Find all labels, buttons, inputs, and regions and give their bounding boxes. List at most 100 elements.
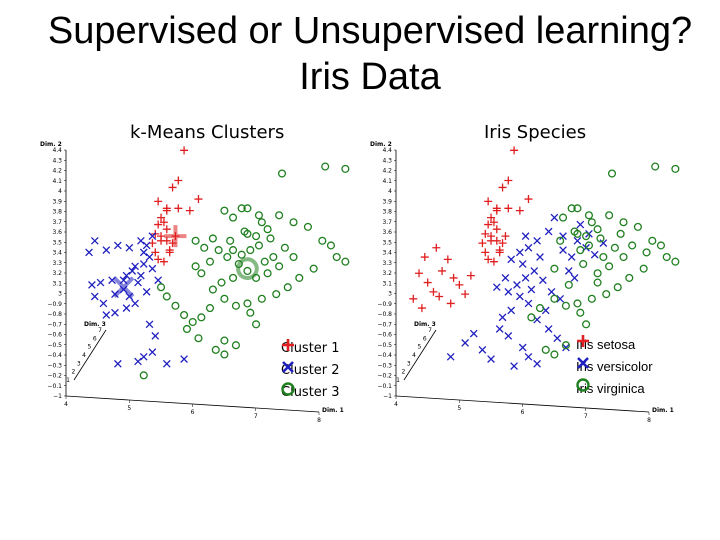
data-point (432, 243, 441, 252)
data-point (159, 218, 168, 227)
data-point (145, 320, 154, 329)
data-point (280, 243, 289, 252)
data-point (148, 264, 157, 273)
data-point (576, 308, 585, 317)
data-point (341, 257, 350, 266)
data-point (561, 301, 570, 310)
centroid-marker (236, 257, 259, 280)
data-point (510, 362, 518, 370)
data-point (628, 241, 637, 250)
kmeans-scatter-plot: 4.4 4.3 4.2 4.1 4 3.9 3.8 3.7 3.6 3.5 3.4 3.3 3.2 3.1… (40, 141, 350, 424)
circle-marker-icon (281, 382, 295, 396)
data-point (504, 332, 513, 340)
dim2-tick-label: −0.9 (377, 301, 392, 308)
dim1-tick-label: 8 (317, 417, 321, 424)
legend-item-cluster-1: Cluster 1 (281, 338, 367, 360)
data-point (530, 267, 539, 275)
data-point (197, 313, 206, 322)
data-point (492, 225, 501, 234)
dim3-tick-label: 6 (93, 335, 97, 342)
dim2-tick-label: 4.1 (382, 178, 392, 185)
data-point (197, 269, 206, 278)
data-point (607, 169, 617, 178)
data-point (562, 343, 570, 352)
species-panel: Iris Species 4.4 4.3 4.2 4.1 4 3.9 3.8 3.7 3.6 3.… (364, 120, 694, 424)
data-point (154, 276, 163, 285)
data-point (180, 310, 189, 320)
data-point (567, 253, 576, 261)
data-point (564, 280, 573, 289)
dim3-axis-line (73, 329, 107, 381)
dim1-axis-title: Dim. 1 (652, 407, 674, 414)
dim2-tick-label: 3.6 (52, 229, 62, 236)
data-point (257, 294, 266, 303)
data-point (492, 283, 501, 292)
dim2-tick-label: 4 (58, 188, 62, 195)
data-point (122, 271, 131, 280)
series-1 (148, 146, 203, 266)
slide-title-line1: Supervised or Unsupervised learning? (47, 10, 693, 52)
data-point (656, 241, 666, 250)
data-point (429, 287, 438, 296)
dim2-tick-label: −0.7 (377, 321, 392, 328)
data-point (420, 253, 429, 262)
data-point (625, 273, 634, 282)
data-point (492, 236, 501, 245)
data-point (211, 345, 220, 354)
dim1-tick-label: 7 (584, 413, 588, 420)
dim3-tick-label: 1 (66, 377, 70, 384)
data-point (504, 204, 513, 213)
data-point (409, 294, 418, 303)
data-point (579, 259, 588, 269)
dim2-tick-label: 3.2 (382, 270, 392, 277)
data-point (489, 218, 498, 227)
dim2-axis-title: Dim. 2 (370, 141, 392, 148)
data-point (513, 281, 521, 289)
data-point (599, 239, 608, 247)
dim2-tick-label: −1 (53, 393, 62, 400)
data-point (142, 287, 151, 296)
data-point (639, 264, 648, 273)
dim2-tick-label: −0.2 (377, 373, 392, 380)
data-point (481, 248, 490, 257)
data-point (154, 220, 163, 229)
data-point (576, 246, 585, 255)
legend-label: Cluster 2 (281, 363, 340, 378)
dim3-tick-label: 3 (77, 360, 81, 367)
data-point (648, 236, 657, 245)
data-point (139, 352, 148, 361)
data-point (573, 299, 582, 308)
data-point (111, 308, 119, 317)
data-point (137, 236, 145, 245)
data-point (651, 162, 660, 171)
data-point (309, 264, 318, 273)
data-point (151, 248, 160, 257)
dim2-tick-label: −0.5 (377, 342, 392, 349)
data-point (289, 252, 298, 262)
data-point (159, 257, 168, 266)
data-point (243, 266, 252, 276)
data-point (593, 278, 602, 287)
data-point (283, 283, 292, 292)
data-point (90, 236, 99, 245)
data-point (527, 285, 536, 294)
dim2-tick-label: −0.4 (47, 352, 62, 359)
data-point (157, 232, 166, 241)
dim2-tick-label: 4.1 (52, 178, 62, 185)
data-point (536, 253, 544, 261)
data-point (510, 146, 519, 155)
data-point (188, 317, 197, 327)
data-point (341, 164, 350, 173)
data-point (504, 176, 513, 185)
data-point (243, 204, 252, 213)
dim2-tick-label: 3.3 (382, 260, 392, 267)
data-point (220, 350, 229, 359)
data-point (558, 213, 568, 222)
dim3-tick-label: 4 (412, 352, 416, 359)
data-point (504, 287, 513, 296)
data-point (240, 227, 249, 236)
axes: 4.4 4.3 4.2 4.1 4 3.9 3.8 3.7 3.6 3.5 3.4 3.3 3.2 3.1… (40, 141, 344, 424)
dim1-tick-label: 6 (191, 409, 195, 416)
series-3 (527, 162, 680, 359)
dim2-tick-label: 4.2 (382, 168, 392, 175)
